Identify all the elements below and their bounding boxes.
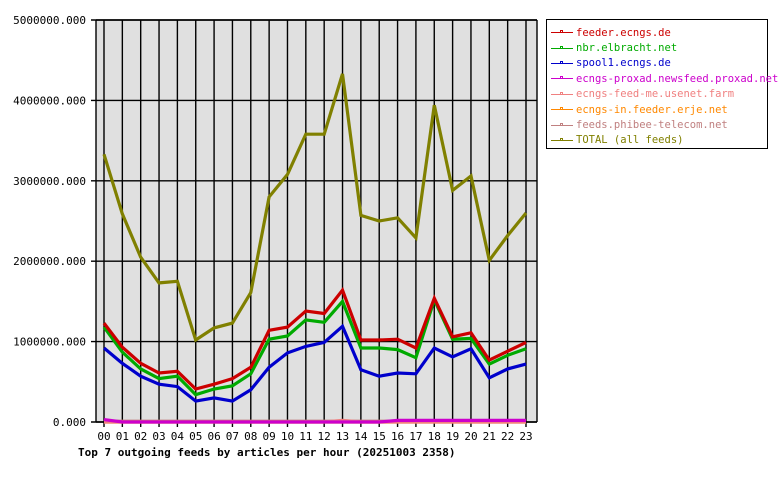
x-tick-label: 10	[281, 430, 294, 443]
x-tick-label: 18	[428, 430, 441, 443]
legend-item: nbr.elbracht.net	[551, 40, 767, 55]
x-tick-label: 01	[116, 430, 129, 443]
x-tick-label: 03	[152, 430, 165, 443]
x-tick-label: 17	[409, 430, 422, 443]
legend-item: ecngs-proxad.newsfeed.proxad.net	[551, 71, 778, 86]
legend-label: feeds.phibee-telecom.net	[576, 119, 728, 132]
legend-label: ecngs-in.feeder.erje.net	[576, 103, 728, 116]
x-tick-label: 07	[226, 430, 239, 443]
x-tick-label: 15	[373, 430, 386, 443]
legend-item: ecngs-in.feeder.erje.net	[551, 102, 767, 117]
x-tick-label: 08	[244, 430, 257, 443]
y-tick-label: 1000000.000	[13, 336, 86, 349]
series-line	[102, 323, 527, 403]
legend-item: spool1.ecngs.de	[551, 56, 767, 71]
x-axis-ticks: 00 01 02 03 04 05 06 07 08 09 10 11 12 13 14 15 16 17 18 19…	[97, 430, 532, 443]
legend-line-marker-icon	[551, 59, 573, 68]
x-tick-label: 21	[483, 430, 496, 443]
x-tick-label: 14	[354, 430, 368, 443]
legend-line-marker-icon	[551, 136, 573, 145]
x-tick-label: 06	[207, 430, 220, 443]
legend-line-marker-icon	[551, 28, 573, 37]
y-tick-label: 0.000	[53, 416, 86, 429]
legend-line-marker-icon	[551, 90, 573, 99]
x-tick-label: 05	[189, 430, 202, 443]
x-tick-label: 23	[519, 430, 532, 443]
series-lines	[102, 73, 528, 424]
legend-label: spool1.ecngs.de	[576, 57, 671, 70]
y-tick-label: 3000000.000	[13, 175, 86, 188]
legend-label: nbr.elbracht.net	[576, 42, 678, 55]
series-line	[102, 286, 527, 391]
y-tick-label: 4000000.000	[13, 94, 86, 107]
legend-line-marker-icon	[551, 74, 573, 83]
x-tick-label: 11	[299, 430, 312, 443]
series-line	[102, 295, 527, 397]
legend-item: feeds.phibee-telecom.net	[551, 117, 767, 132]
y-axis-ticks: 0.000 1000000.000 2000000.000 3000000.000 40…	[13, 14, 86, 429]
legend-label: ecngs-feed-me.usenet.farm	[576, 88, 735, 101]
x-tick-label: 09	[263, 430, 276, 443]
legend-label: TOTAL (all feeds)	[576, 134, 684, 147]
x-tick-label: 12	[318, 430, 331, 443]
x-tick-label: 20	[464, 430, 477, 443]
legend-item: feeder.ecngs.de	[551, 25, 767, 40]
x-tick-label: 13	[336, 430, 349, 443]
x-tick-label: 02	[134, 430, 147, 443]
x-tick-label: 00	[97, 430, 110, 443]
x-tick-label: 16	[391, 430, 404, 443]
legend-label: feeder.ecngs.de	[576, 26, 671, 39]
x-tick-label: 22	[501, 430, 514, 443]
legend-line-marker-icon	[551, 44, 573, 53]
legend-item: ecngs-feed-me.usenet.farm	[551, 87, 767, 102]
plot-area	[96, 20, 537, 422]
legend-line-marker-icon	[551, 121, 573, 130]
legend-item: TOTAL (all feeds)	[551, 133, 767, 148]
y-tick-label: 2000000.000	[13, 255, 86, 268]
x-tick-label: 19	[446, 430, 459, 443]
grid-lines	[91, 19, 538, 427]
y-tick-label: 5000000.000	[13, 14, 86, 27]
legend-label: ecngs-proxad.newsfeed.proxad.net	[576, 72, 779, 85]
legend-line-marker-icon	[551, 105, 573, 114]
x-tick-label: 04	[171, 430, 185, 443]
chart-title: Top 7 outgoing feeds by articles per hou…	[78, 446, 456, 459]
series-line	[103, 418, 526, 424]
legend: feeder.ecngs.de nbr.elbracht.net spool1.ec…	[546, 19, 778, 149]
series-line	[102, 73, 528, 343]
